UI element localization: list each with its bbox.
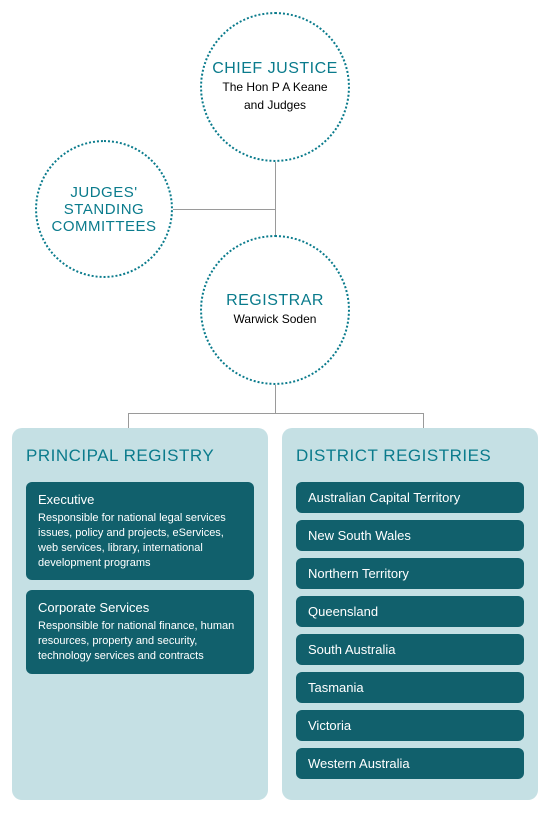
district-registry-item: South Australia [296,634,524,665]
node-chief-justice-title: CHIEF JUSTICE [212,60,338,78]
connector-down-right [423,413,424,428]
panels-container: PRINCIPAL REGISTRY Executive Responsible … [12,428,548,800]
panel-principal-registry: PRINCIPAL REGISTRY Executive Responsible … [12,428,268,800]
panel-district-registries-title: DISTRICT REGISTRIES [296,446,524,466]
node-registrar-sub1: Warwick Soden [234,312,317,328]
district-registry-item: Australian Capital Territory [296,482,524,513]
principal-registry-box-desc: Responsible for national finance, human … [38,619,242,664]
principal-registry-box-title: Corporate Services [38,600,242,615]
node-standing-committees-line1: JUDGES' [70,184,137,201]
principal-registry-box: Corporate Services Responsible for nation… [26,590,254,674]
principal-registry-box-title: Executive [38,492,242,507]
principal-registry-box: Executive Responsible for national legal … [26,482,254,580]
panel-principal-registry-boxes: Executive Responsible for national legal … [26,482,254,674]
node-standing-committees: JUDGES' STANDING COMMITTEES [35,140,173,278]
connector-split [128,413,423,414]
node-chief-justice: CHIEF JUSTICE The Hon P A Keane and Judg… [200,12,350,162]
district-registry-item: New South Wales [296,520,524,551]
node-standing-committees-line3: COMMITTEES [52,218,157,235]
node-chief-justice-sub1: The Hon P A Keane [222,80,327,96]
node-chief-justice-sub2: and Judges [244,98,306,114]
panel-principal-registry-title: PRINCIPAL REGISTRY [26,446,254,466]
node-registrar: REGISTRAR Warwick Soden [200,235,350,385]
node-registrar-title: REGISTRAR [226,292,324,310]
district-registry-item: Victoria [296,710,524,741]
panel-district-registries-items: Australian Capital Territory New South Wa… [296,482,524,779]
connector-registrar-down [275,383,276,413]
district-registry-item: Tasmania [296,672,524,703]
district-registry-item: Queensland [296,596,524,627]
panel-district-registries: DISTRICT REGISTRIES Australian Capital T… [282,428,538,800]
connector-down-left [128,413,129,428]
principal-registry-box-desc: Responsible for national legal services … [38,511,242,570]
connector-cj-registrar [275,160,276,238]
connector-registrar-committees [172,209,275,210]
district-registry-item: Western Australia [296,748,524,779]
node-standing-committees-line2: STANDING [64,201,144,218]
district-registry-item: Northern Territory [296,558,524,589]
